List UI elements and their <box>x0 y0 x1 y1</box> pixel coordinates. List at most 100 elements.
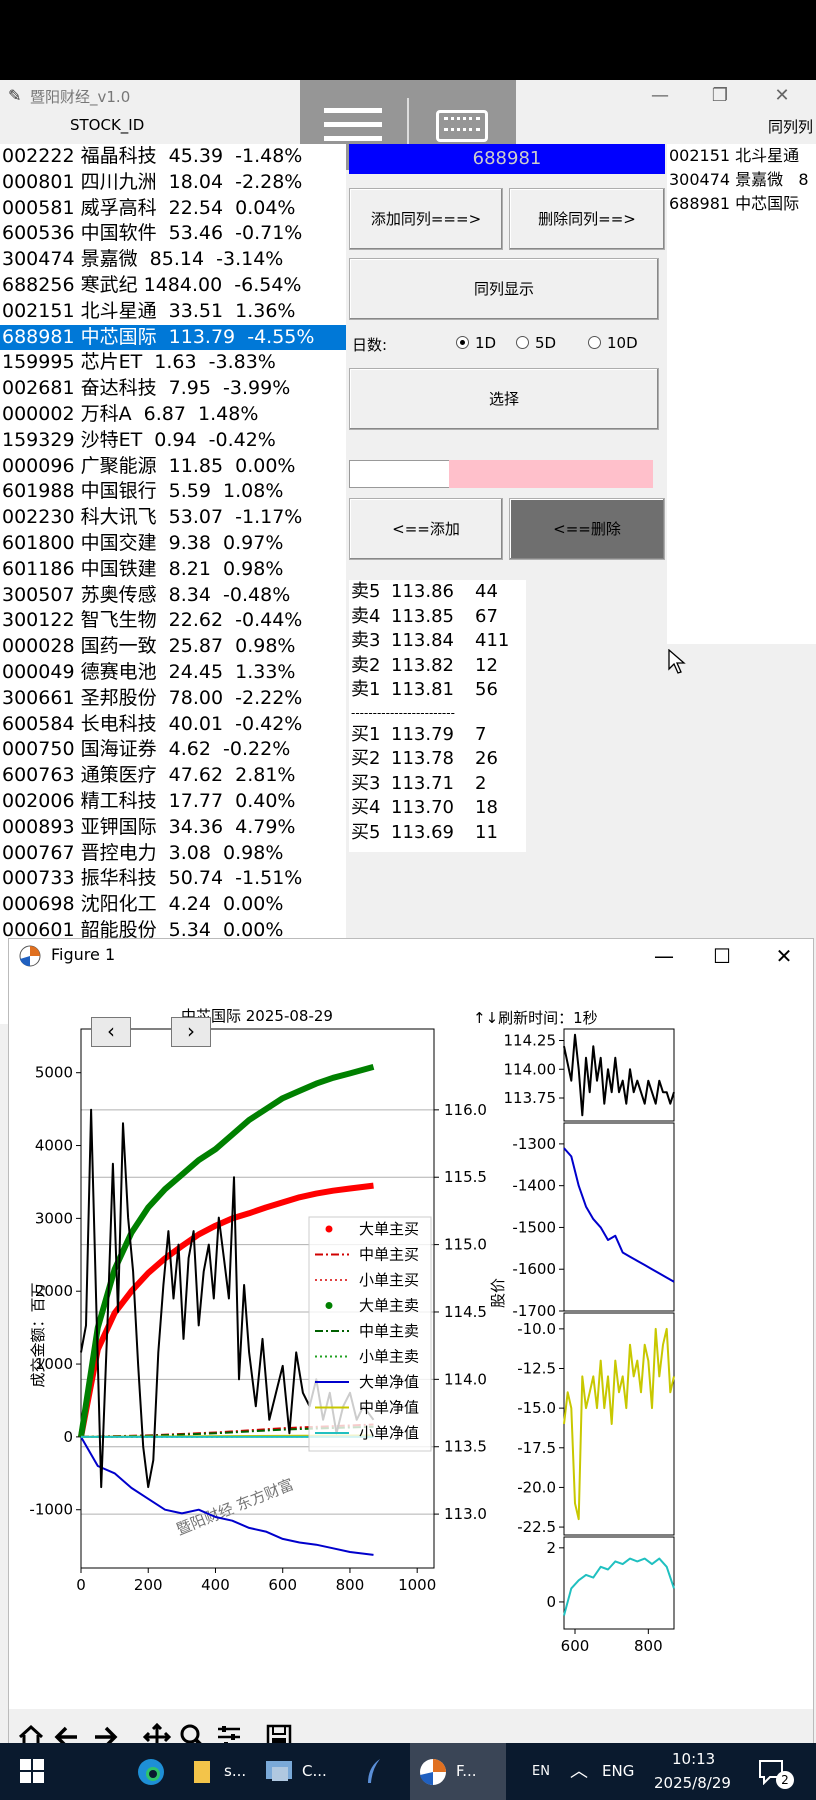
taskbar-app-remote[interactable]: C... <box>302 1762 327 1780</box>
stock-list[interactable]: 002222 福晶科技 45.39 -1.48% 000801 四川九洲 18.0… <box>0 144 346 1024</box>
clock-date[interactable]: 2025/8/29 <box>654 1774 731 1792</box>
notification-count: 2 <box>776 1771 794 1789</box>
peer-list-item[interactable]: 688981 中芯国际 <box>669 194 800 213</box>
stock-list-item[interactable]: 002151 北斗星通 33.51 1.36% <box>2 299 296 322</box>
stock-list-item[interactable]: 600763 通策医疗 47.62 2.81% <box>2 764 296 787</box>
language-indicator[interactable]: EN <box>532 1764 550 1779</box>
prev-button[interactable]: ‹ <box>91 1017 131 1047</box>
notification-icon[interactable] <box>758 1759 786 1785</box>
stock-list-item[interactable]: 300122 智飞生物 22.62 -0.44% <box>2 609 303 632</box>
legend-label: 大单主卖 <box>359 1297 419 1315</box>
figure-minimize-button[interactable]: — <box>654 944 674 968</box>
radio-dot[interactable] <box>516 336 529 349</box>
stock-list-item[interactable]: 000801 四川九洲 18.04 -2.28% <box>2 170 303 193</box>
subplot-frame <box>563 1028 675 1122</box>
ime-indicator[interactable]: ENG <box>602 1762 635 1780</box>
radio-10d-label: 10D <box>607 334 638 352</box>
stock-list-item[interactable]: 601988 中国银行 5.59 1.08% <box>2 480 284 503</box>
radio-dot[interactable] <box>588 336 601 349</box>
x-tick-label: 400 <box>201 1576 230 1594</box>
y-tick-label: 5000 <box>35 1064 73 1082</box>
peer-list[interactable]: 002151 北斗星通 300474 景嘉微 8 688981 中芯国际 <box>667 144 816 644</box>
stock-list-item[interactable]: 300661 圣邦股份 78.00 -2.22% <box>2 686 303 709</box>
feather-app-icon[interactable] <box>362 1757 386 1787</box>
y-tick-label: 3000 <box>35 1209 73 1227</box>
add-button[interactable]: <==添加 <box>349 498 503 560</box>
stock-list-item[interactable]: 688981 中芯国际 113.79 -4.55% <box>0 324 346 351</box>
keyboard-icon[interactable] <box>436 110 488 142</box>
y-axis-label: 成交金额：百万 <box>29 1282 47 1387</box>
stock-list-item[interactable]: 002681 奋达科技 7.95 -3.99% <box>2 377 291 400</box>
clock-time[interactable]: 10:13 <box>672 1750 716 1768</box>
legend-marker <box>325 1302 333 1309</box>
chevron-up-icon[interactable]: ︿ <box>570 1761 588 1782</box>
stock-list-item[interactable]: 000581 威孚高科 22.54 0.04% <box>2 196 296 219</box>
bid-row: 买1 113.79 7 <box>351 723 487 745</box>
x-tick-label: 0 <box>76 1576 86 1594</box>
stock-list-item[interactable]: 600584 长电科技 40.01 -0.42% <box>2 712 303 735</box>
stock-list-item[interactable]: 688256 寒武纪 1484.00 -6.54% <box>2 273 302 296</box>
subplot-y-tick-label: -20.0 <box>517 1478 556 1496</box>
menu-icon[interactable] <box>324 104 382 144</box>
maximize-button[interactable]: ❐ <box>711 85 729 106</box>
taskbar-app-explorer[interactable]: s... <box>224 1762 247 1780</box>
taskbar-app-figure[interactable]: F... <box>456 1762 477 1780</box>
peer-list-item[interactable]: 300474 景嘉微 8 <box>669 170 809 189</box>
legend-label: 中单净值 <box>359 1399 419 1417</box>
stock-list-item[interactable]: 300474 景嘉微 85.14 -3.14% <box>2 248 284 271</box>
bid-row: 买2 113.78 26 <box>351 748 498 769</box>
code-input[interactable] <box>349 460 451 488</box>
close-button[interactable]: ✕ <box>774 85 790 106</box>
stock-list-item[interactable]: 000767 晋控电力 3.08 0.98% <box>2 841 284 864</box>
stock-list-item[interactable]: 600536 中国软件 53.46 -0.71% <box>2 222 303 245</box>
stock-list-item[interactable]: 000601 韶能股份 5.34 0.00% <box>2 918 284 941</box>
radio-1d[interactable]: 1D <box>456 334 496 352</box>
legend-label: 大单主买 <box>359 1220 419 1238</box>
minimize-button[interactable]: — <box>651 85 669 106</box>
show-peer-button[interactable]: 同列显示 <box>349 258 659 320</box>
stock-list-item[interactable]: 601800 中国交建 9.38 0.97% <box>2 531 284 554</box>
stock-list-item[interactable]: 300507 苏奥传感 8.34 -0.48% <box>2 583 291 606</box>
stock-list-item[interactable]: 000893 亚钾国际 34.36 4.79% <box>2 815 296 838</box>
stock-list-item[interactable]: 159329 沙特ET 0.94 -0.42% <box>2 428 276 451</box>
stock-list-item[interactable]: 000750 国海证券 4.62 -0.22% <box>2 738 291 761</box>
delete-button[interactable]: <==删除 <box>509 498 665 560</box>
radio-10d[interactable]: 10D <box>588 334 638 352</box>
stock-list-item[interactable]: 159995 芯片ET 1.63 -3.83% <box>2 351 276 374</box>
figure-maximize-button[interactable]: ☐ <box>713 944 731 968</box>
stock-list-item[interactable]: 002222 福晶科技 45.39 -1.48% <box>2 145 303 167</box>
stock-list-item[interactable]: 000002 万科A 6.87 1.48% <box>2 402 259 425</box>
column-header-stock-id[interactable]: STOCK_ID <box>70 116 145 134</box>
stock-list-item[interactable]: 000028 国药一致 25.87 0.98% <box>2 635 296 658</box>
figure-app-icon <box>19 945 41 967</box>
stock-code-display[interactable]: 688981 <box>349 144 665 174</box>
folder-icon[interactable] <box>192 1759 212 1785</box>
figure-taskbar-icon[interactable] <box>418 1757 448 1787</box>
stock-list-item[interactable]: 002006 精工科技 17.77 0.40% <box>2 789 296 812</box>
stock-list-item[interactable]: 000733 振华科技 50.74 -1.51% <box>2 867 303 890</box>
peer-list-item[interactable]: 002151 北斗星通 <box>669 146 800 165</box>
stock-list-item[interactable]: 000698 沈阳化工 4.24 0.00% <box>2 893 284 916</box>
subplot-y-tick-label: -1600 <box>512 1260 556 1278</box>
stock-list-item[interactable]: 000049 德赛电池 24.45 1.33% <box>2 660 296 683</box>
delete-peer-button[interactable]: 删除同列==> <box>509 188 665 250</box>
select-button[interactable]: 选择 <box>349 368 659 430</box>
remote-desktop-icon[interactable] <box>264 1757 294 1787</box>
subplot-y-tick-label: -10.0 <box>517 1320 556 1338</box>
stock-list-item[interactable]: 002230 科大讯飞 53.07 -1.17% <box>2 506 303 529</box>
next-button[interactable]: › <box>171 1017 211 1047</box>
stock-list-item[interactable]: 000096 广聚能源 11.85 0.00% <box>2 454 296 477</box>
chart-title: 中芯国际 2025-08-29 <box>181 1007 333 1025</box>
days-selector: 日数: 1D 5D 10D <box>352 332 662 358</box>
series-line-大单主卖 <box>78 1064 375 1438</box>
edge-icon[interactable] <box>136 1757 166 1787</box>
subplot-x-tick-label: 600 <box>561 1637 590 1655</box>
figure-close-button[interactable]: ✕ <box>775 944 793 968</box>
radio-dot[interactable] <box>456 336 469 349</box>
stock-list-item[interactable]: 601186 中国铁建 8.21 0.98% <box>2 557 284 580</box>
column-header-peer[interactable]: 同列列 <box>768 118 814 136</box>
windows-start-icon[interactable] <box>20 1759 44 1783</box>
add-peer-button[interactable]: 添加同列===> <box>349 188 503 250</box>
radio-5d[interactable]: 5D <box>516 334 556 352</box>
